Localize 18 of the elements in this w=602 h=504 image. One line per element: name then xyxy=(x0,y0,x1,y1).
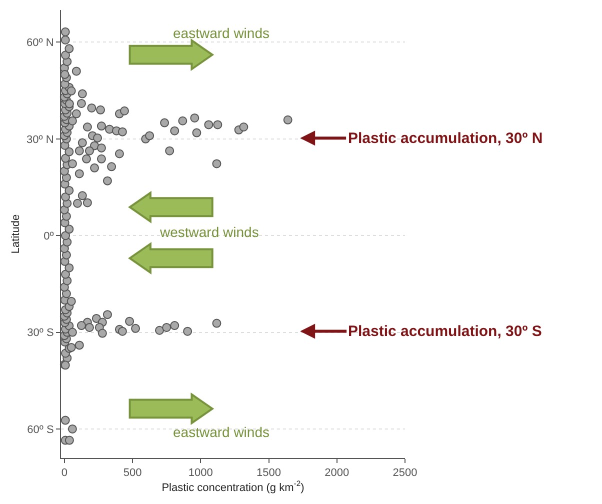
x-tick-label: 0 xyxy=(61,467,68,480)
x-tick-label: 2500 xyxy=(392,467,418,480)
annotation: Plastic accumulation, 30º N xyxy=(348,130,543,147)
annotation: Plastic accumulation, 30º S xyxy=(348,323,542,340)
y-tick-label: 60º N xyxy=(26,37,54,50)
annotation: eastward winds xyxy=(173,424,270,440)
x-tick-label: 1500 xyxy=(256,467,281,480)
y-tick-label: 30º N xyxy=(26,134,54,146)
x-tick-label: 500 xyxy=(123,467,142,480)
annotation: eastward winds xyxy=(173,25,270,41)
annotation: westward winds xyxy=(159,224,259,240)
x-tick-label: 2000 xyxy=(324,467,350,480)
y-axis-title: Latitude xyxy=(10,214,22,254)
x-axis-title: Plastic concentration (g km$^{-2}$) xyxy=(162,479,304,494)
x-tick-label: 1000 xyxy=(188,467,213,480)
y-tick-label: 30º S xyxy=(27,327,54,340)
y-tick-label: 60º S xyxy=(27,424,54,436)
y-tick-label: 0º xyxy=(44,230,54,242)
